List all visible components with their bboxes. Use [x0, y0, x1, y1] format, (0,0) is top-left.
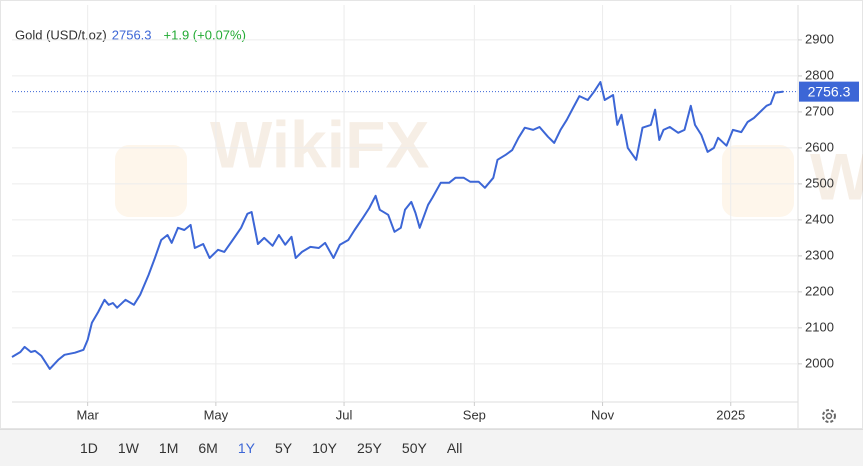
- price-change: +1.9 (+0.07%): [164, 27, 246, 42]
- y-tick-label: 2700: [805, 103, 834, 118]
- gear-hub[interactable]: [825, 412, 833, 420]
- range-button[interactable]: 6M: [198, 440, 218, 456]
- watermark: WikiFX: [210, 107, 429, 181]
- y-tick-label: 2800: [805, 67, 834, 82]
- range-button[interactable]: 1Y: [237, 440, 255, 456]
- last-price-box: [799, 81, 859, 102]
- range-button[interactable]: 1M: [158, 440, 179, 456]
- y-tick-label: 2000: [805, 355, 834, 370]
- gear[interactable]: [822, 409, 836, 423]
- chart: WikiFX WikiFX Gold (USD/t.oz) 2756.3 +1.…: [0, 0, 863, 429]
- range-button[interactable]: All: [446, 440, 463, 456]
- x-tick-label: Nov: [591, 407, 615, 422]
- y-tick-label: 2100: [805, 319, 834, 334]
- watermark-logo: [722, 145, 794, 217]
- range-button[interactable]: 1D: [80, 440, 98, 456]
- y-tick-label: 2300: [805, 247, 834, 262]
- x-tick-label: Jul: [336, 407, 353, 422]
- x-tick-label: May: [204, 407, 229, 422]
- x-tick-label: Sep: [463, 407, 486, 422]
- watermark-group: [115, 145, 794, 217]
- y-tick-label: 2600: [805, 139, 834, 154]
- y-tick-label: 2200: [805, 283, 834, 298]
- price-line: [11, 81, 784, 370]
- y-tick-label: 2900: [805, 31, 834, 46]
- settings-icon[interactable]: [822, 409, 836, 423]
- instrument-name: Gold (USD/t.oz): [15, 27, 107, 42]
- range-button[interactable]: 5Y: [274, 440, 293, 456]
- range-button[interactable]: 1W: [117, 440, 139, 456]
- range-button[interactable]: 50Y: [401, 440, 427, 456]
- range-button[interactable]: 25Y: [356, 440, 382, 456]
- watermark: WikiFX: [810, 139, 863, 213]
- last-price: 2756.3: [112, 27, 152, 42]
- range-button[interactable]: 10Y: [312, 440, 337, 456]
- y-tick-label: 2500: [805, 175, 834, 190]
- last-price-label: 2756.3: [808, 83, 851, 99]
- watermark-logo: [115, 145, 187, 217]
- range-bar: 1D 1W 1M 6M 1Y 5Y 10Y 25Y 50Y All: [0, 429, 863, 466]
- y-tick-label: 2400: [805, 211, 834, 226]
- x-tick-label: Mar: [76, 407, 99, 422]
- x-tick-label: 2025: [716, 407, 745, 422]
